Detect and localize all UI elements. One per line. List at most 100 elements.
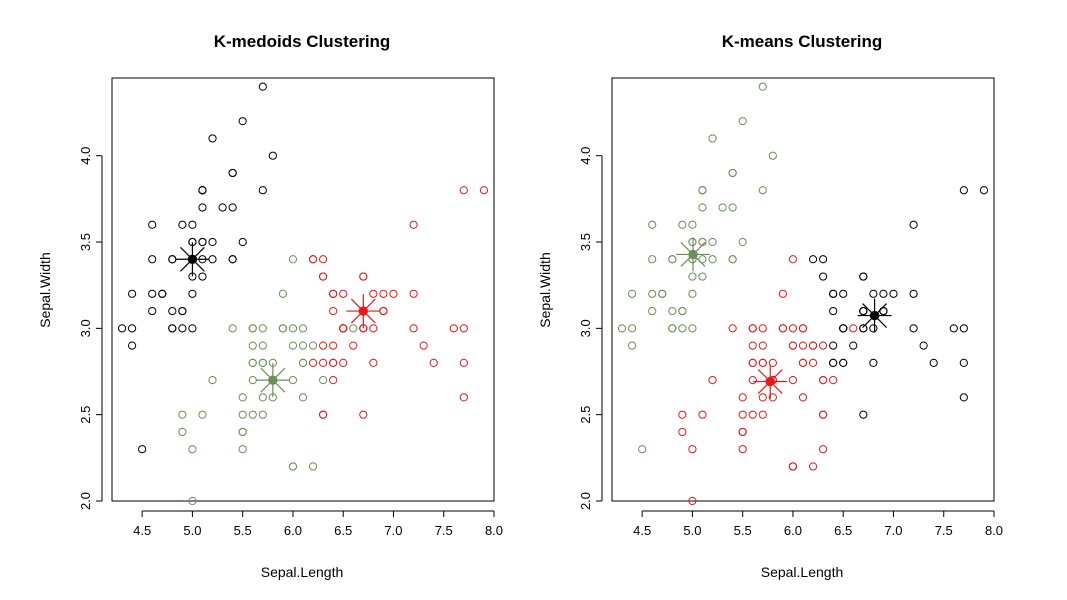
kmeans-point [758, 186, 767, 195]
kmedoids-point [178, 324, 187, 333]
kmedoids-point [188, 220, 197, 229]
kmedoids-point [389, 289, 398, 298]
kmeans-point [869, 289, 878, 298]
kmeans-point [869, 324, 878, 333]
kmedoids-point [228, 203, 237, 212]
kmeans-point [839, 324, 848, 333]
kmeans-point [658, 289, 667, 298]
kmeans-point [688, 237, 697, 247]
kmedoids-point [198, 237, 207, 247]
kmedoids-point [208, 376, 217, 385]
kmeans-point [929, 358, 938, 367]
kmeans-point [748, 341, 757, 350]
kmedoids-point [308, 341, 318, 350]
kmeans-x-tick-label: 5.0 [683, 523, 701, 538]
kmeans-point [798, 393, 808, 402]
kmedoids-point [459, 186, 468, 195]
kmedoids-point [419, 341, 428, 350]
kmedoids-point [479, 186, 489, 195]
kmeans-point [798, 341, 808, 350]
kmedoids-point [228, 255, 237, 264]
kmedoids-point [238, 393, 247, 402]
kmeans-point [778, 324, 787, 333]
kmeans-point [698, 255, 707, 264]
kmedoids-point [308, 255, 318, 264]
kmedoids-point [319, 272, 328, 281]
kmedoids-point [258, 341, 267, 350]
kmeans-point [859, 410, 868, 419]
kmedoids-point [369, 324, 378, 333]
kmedoids-point [128, 341, 137, 350]
kmedoids-point [128, 324, 137, 333]
kmedoids-point [409, 289, 418, 298]
kmedoids-point [188, 496, 197, 506]
kmedoids-point [298, 358, 308, 367]
kmeans-point [698, 186, 707, 195]
kmeans-point [748, 324, 757, 333]
kmedoids-point [329, 306, 338, 316]
kmedoids-point [288, 376, 298, 385]
kmedoids-point [198, 272, 207, 281]
kmeans-point [768, 393, 777, 402]
kmeans-point [909, 289, 918, 298]
kmeans-point [678, 220, 687, 229]
kmeans-point [678, 410, 687, 419]
kmeans-point [829, 306, 838, 316]
kmedoids-ticks: 4.5 5.0 5.5 6.0 6.5 7.0 7.5 8.0 2.0 2.5 3.0 3.5 4.0 [78, 147, 503, 538]
kmedoids-y-axis-label: Sepal.Width [37, 252, 53, 327]
kmeans-x-tick-label: 6.5 [834, 523, 852, 538]
kmeans-panel: K-means Clustering Sepal.Length Sepal.Wi… [537, 32, 1003, 580]
kmedoids-point [238, 117, 247, 126]
kmeans-point [708, 134, 717, 143]
kmedoids-x-tick-label: 6.0 [284, 523, 302, 538]
kmedoids-point [218, 203, 227, 212]
kmeans-points [617, 82, 989, 506]
kmedoids-point [329, 341, 338, 350]
kmedoids-point [178, 427, 187, 437]
kmeans-point [668, 306, 677, 316]
kmeans-point [869, 358, 878, 367]
kmedoids-x-tick-label: 4.5 [133, 523, 151, 538]
kmeans-point [979, 186, 989, 195]
kmedoids-point [459, 324, 468, 333]
kmeans-cluster-center [857, 298, 892, 333]
kmeans-point [628, 324, 637, 333]
kmeans-centers [676, 237, 892, 399]
kmedoids-cluster-center [346, 294, 381, 329]
kmeans-point [718, 203, 727, 212]
kmedoids-point [208, 134, 217, 143]
kmeans-point [678, 427, 687, 437]
kmeans-y-tick-label: 3.5 [578, 233, 593, 251]
kmeans-point [829, 341, 838, 350]
kmedoids-point [258, 410, 267, 419]
kmedoids-point [258, 358, 267, 367]
kmedoids-point [258, 393, 267, 402]
kmeans-point [758, 393, 767, 402]
kmeans-point [959, 393, 968, 402]
kmeans-point [738, 117, 747, 126]
kmeans-point [788, 376, 798, 385]
kmeans-point [829, 358, 838, 367]
kmeans-point [819, 341, 828, 350]
kmeans-x-tick-label: 7.5 [935, 523, 953, 538]
kmeans-point [688, 289, 697, 298]
kmeans-y-tick-label: 3.0 [578, 319, 593, 337]
kmedoids-point [288, 324, 298, 333]
kmeans-point [768, 151, 777, 160]
kmeans-point [798, 358, 808, 367]
kmedoids-point [208, 255, 217, 264]
kmedoids-point [168, 255, 177, 264]
kmeans-point [758, 341, 767, 350]
kmeans-point [808, 341, 818, 350]
kmedoids-point [308, 462, 318, 471]
kmeans-y-tick-label: 2.0 [578, 492, 593, 510]
kmeans-point [688, 324, 697, 333]
kmeans-point [808, 255, 818, 264]
kmeans-point [668, 255, 677, 264]
kmedoids-plot-frame [111, 77, 495, 502]
kmeans-point [849, 341, 858, 350]
kmeans-point [628, 341, 637, 350]
kmedoids-point [268, 151, 277, 160]
kmedoids-point [339, 358, 348, 367]
